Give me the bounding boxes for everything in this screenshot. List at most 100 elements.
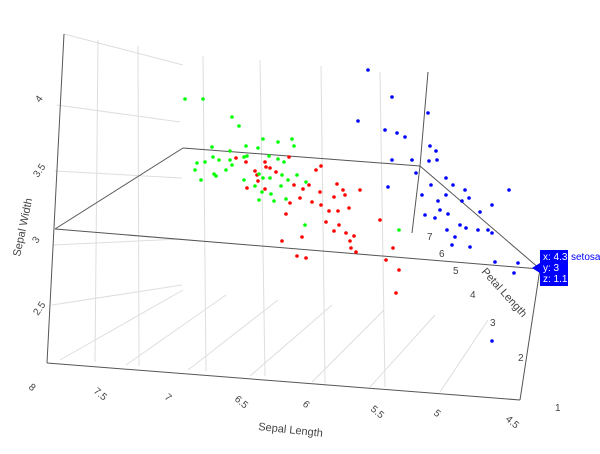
virginica-point[interactable]	[295, 173, 299, 177]
setosa-point[interactable]	[463, 188, 467, 192]
versicolor-point[interactable]	[336, 209, 340, 213]
setosa-point[interactable]	[429, 183, 433, 187]
setosa-point[interactable]	[467, 196, 471, 200]
setosa-point[interactable]	[468, 245, 472, 249]
virginica-point[interactable]	[267, 154, 271, 158]
versicolor-point[interactable]	[358, 188, 362, 192]
versicolor-point[interactable]	[318, 190, 322, 194]
setosa-point[interactable]	[426, 111, 430, 115]
setosa-point[interactable]	[493, 260, 497, 264]
setosa-point[interactable]	[386, 185, 390, 189]
versicolor-point[interactable]	[292, 183, 296, 187]
setosa-point[interactable]	[450, 243, 454, 247]
setosa-point[interactable]	[444, 193, 448, 197]
virginica-point[interactable]	[195, 161, 199, 165]
versicolor-point[interactable]	[341, 188, 345, 192]
setosa-point[interactable]	[356, 119, 360, 123]
versicolor-point[interactable]	[349, 246, 353, 250]
virginica-point[interactable]	[276, 157, 280, 161]
setosa-point[interactable]	[433, 216, 437, 220]
versicolor-point[interactable]	[268, 166, 272, 170]
versicolor-point[interactable]	[298, 196, 302, 200]
versicolor-point[interactable]	[263, 160, 267, 164]
versicolor-point[interactable]	[352, 234, 356, 238]
versicolor-point[interactable]	[274, 170, 278, 174]
virginica-point[interactable]	[276, 140, 280, 144]
virginica-point[interactable]	[242, 155, 246, 159]
virginica-point[interactable]	[261, 176, 265, 180]
setosa-point[interactable]	[428, 144, 432, 148]
virginica-point[interactable]	[217, 158, 221, 162]
setosa-point[interactable]	[476, 228, 480, 232]
virginica-point[interactable]	[260, 190, 264, 194]
setosa-point[interactable]	[507, 188, 511, 192]
versicolor-point[interactable]	[319, 203, 323, 207]
versicolor-point[interactable]	[284, 212, 288, 216]
virginica-point[interactable]	[193, 168, 197, 172]
setosa-point[interactable]	[478, 210, 482, 214]
setosa-point[interactable]	[451, 183, 455, 187]
setosa-point[interactable]	[436, 199, 440, 203]
setosa-point[interactable]	[490, 231, 494, 235]
virginica-point[interactable]	[203, 160, 207, 164]
versicolor-point[interactable]	[253, 169, 257, 173]
virginica-point[interactable]	[257, 172, 261, 176]
setosa-point[interactable]	[460, 199, 464, 203]
virginica-point[interactable]	[257, 198, 261, 202]
versicolor-point[interactable]	[332, 229, 336, 233]
virginica-point[interactable]	[279, 184, 283, 188]
versicolor-point[interactable]	[319, 164, 323, 168]
virginica-point[interactable]	[268, 176, 272, 180]
versicolor-point[interactable]	[394, 291, 398, 295]
versicolor-point[interactable]	[244, 160, 248, 164]
virginica-point[interactable]	[269, 192, 273, 196]
versicolor-point[interactable]	[343, 193, 347, 197]
setosa-point[interactable]	[383, 128, 387, 132]
virginica-point[interactable]	[228, 158, 232, 162]
setosa-point[interactable]	[423, 213, 427, 217]
setosa-point[interactable]	[390, 158, 394, 162]
versicolor-point[interactable]	[378, 218, 382, 222]
virginica-point[interactable]	[290, 137, 294, 141]
setosa-point[interactable]	[444, 176, 448, 180]
virginica-point[interactable]	[256, 146, 260, 150]
virginica-point[interactable]	[261, 137, 265, 141]
virginica-point[interactable]	[210, 145, 214, 149]
virginica-point[interactable]	[214, 174, 218, 178]
versicolor-point[interactable]	[304, 256, 308, 260]
virginica-point[interactable]	[253, 184, 257, 188]
versicolor-point[interactable]	[314, 168, 318, 172]
versicolor-point[interactable]	[332, 195, 336, 199]
versicolor-point[interactable]	[307, 183, 311, 187]
virginica-point[interactable]	[245, 154, 249, 158]
versicolor-point[interactable]	[280, 239, 284, 243]
virginica-point[interactable]	[224, 168, 228, 172]
virginica-point[interactable]	[244, 144, 248, 148]
virginica-point[interactable]	[237, 124, 241, 128]
setosa-point[interactable]	[512, 271, 516, 275]
virginica-point[interactable]	[211, 155, 215, 159]
virginica-point[interactable]	[284, 197, 288, 201]
virginica-point[interactable]	[292, 144, 296, 148]
setosa-point[interactable]	[445, 228, 449, 232]
setosa-point[interactable]	[486, 228, 490, 232]
versicolor-point[interactable]	[354, 250, 358, 254]
versicolor-point[interactable]	[397, 268, 401, 272]
setosa-point[interactable]	[464, 226, 468, 230]
versicolor-point[interactable]	[335, 182, 339, 186]
versicolor-point[interactable]	[287, 155, 291, 159]
virginica-point[interactable]	[280, 173, 284, 177]
versicolor-point[interactable]	[300, 235, 304, 239]
virginica-point[interactable]	[242, 178, 246, 182]
setosa-point[interactable]	[395, 131, 399, 135]
virginica-point[interactable]	[230, 115, 234, 119]
versicolor-point[interactable]	[391, 246, 395, 250]
setosa-point[interactable]	[435, 158, 439, 162]
setosa-point[interactable]	[403, 135, 407, 139]
versicolor-point[interactable]	[348, 239, 352, 243]
setosa-point[interactable]	[390, 95, 394, 99]
versicolor-point[interactable]	[324, 220, 328, 224]
setosa-point[interactable]	[420, 193, 424, 197]
setosa-point[interactable]	[410, 158, 414, 162]
